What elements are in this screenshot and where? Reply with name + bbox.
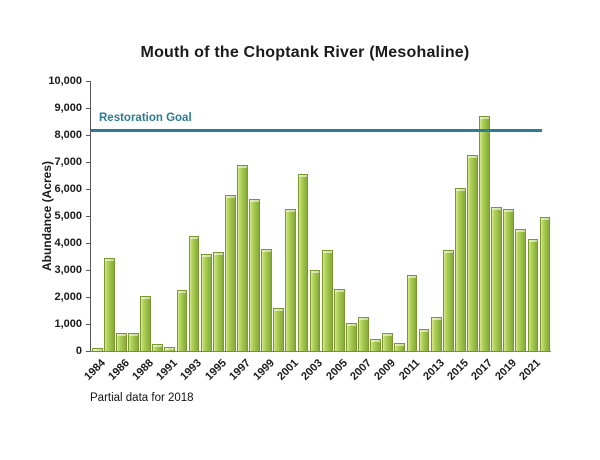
bar-2017 bbox=[479, 116, 490, 351]
x-tick-label-text: 2015 bbox=[444, 357, 471, 383]
bar-2003 bbox=[309, 270, 321, 351]
y-tick-label: 2,000 bbox=[54, 291, 82, 303]
restoration-goal-label: Restoration Goal bbox=[99, 112, 192, 124]
y-tick-mark bbox=[86, 162, 90, 163]
bar-1997 bbox=[237, 165, 248, 351]
y-tick-mark bbox=[86, 297, 90, 298]
y-tick-label: 8,000 bbox=[54, 129, 82, 141]
bar-2013 bbox=[430, 317, 442, 351]
x-tick-label-text: 1993 bbox=[178, 357, 205, 383]
y-tick-mark bbox=[86, 135, 90, 136]
y-tick-label: 7,000 bbox=[54, 156, 82, 168]
y-tick-mark bbox=[86, 189, 90, 190]
bar-1988 bbox=[140, 296, 152, 351]
bar-2009 bbox=[382, 333, 394, 351]
bar-2015 bbox=[454, 188, 466, 351]
bar-2022 bbox=[539, 217, 551, 351]
y-tick-label: 6,000 bbox=[54, 183, 82, 195]
bar-2018 bbox=[491, 207, 503, 351]
y-tick-mark bbox=[86, 108, 90, 109]
y-tick-label: 4,000 bbox=[54, 237, 82, 249]
bar-2000 bbox=[273, 308, 285, 351]
y-tick-label: 10,000 bbox=[48, 75, 82, 87]
partial-data-note: Partial data for 2018 bbox=[90, 392, 194, 404]
bar-1989 bbox=[152, 344, 164, 351]
bar-2020 bbox=[515, 229, 527, 351]
y-tick-label: 5,000 bbox=[54, 210, 82, 222]
bar-2021 bbox=[527, 239, 539, 351]
bar-1994 bbox=[200, 254, 212, 351]
y-tick-mark bbox=[86, 216, 90, 217]
y-tick-mark bbox=[86, 324, 90, 325]
x-tick-label-text: 2003 bbox=[299, 357, 326, 383]
x-tick-label-text: 2021 bbox=[517, 357, 544, 383]
y-tick-mark bbox=[86, 351, 90, 352]
bar-1984 bbox=[91, 348, 103, 351]
x-tick-label-text: 2007 bbox=[348, 357, 374, 383]
restoration-goal-line bbox=[91, 129, 542, 132]
bar-1998 bbox=[249, 199, 260, 351]
bar-2002 bbox=[297, 174, 309, 351]
bar-2008 bbox=[370, 339, 382, 351]
bar-2011 bbox=[406, 275, 418, 351]
x-tick-label-text: 1986 bbox=[105, 357, 132, 383]
y-tick-mark bbox=[86, 270, 90, 271]
bar-1996 bbox=[224, 195, 236, 351]
x-tick-label-text: 2001 bbox=[275, 357, 302, 383]
y-tick-label: 0 bbox=[75, 345, 82, 357]
x-tick-label-text: 1988 bbox=[130, 357, 156, 383]
y-tick-mark bbox=[86, 81, 90, 82]
x-tick-label-text: 2017 bbox=[469, 357, 495, 383]
bar-2006 bbox=[346, 323, 357, 351]
x-tick-label-text: 2009 bbox=[372, 357, 399, 383]
bar-1991 bbox=[164, 347, 176, 351]
x-tick-label-text: 1999 bbox=[251, 357, 278, 383]
bar-1993 bbox=[188, 236, 200, 351]
bar-2004 bbox=[321, 250, 333, 351]
bar-2016 bbox=[467, 155, 478, 351]
x-tick-label-text: 2011 bbox=[396, 357, 423, 383]
bar-2019 bbox=[503, 209, 515, 351]
x-tick-label-text: 1995 bbox=[202, 357, 229, 383]
bar-2014 bbox=[442, 250, 454, 351]
x-tick-label-text: 1997 bbox=[226, 357, 253, 383]
bar-1986 bbox=[116, 333, 127, 351]
bar-1995 bbox=[212, 252, 224, 351]
x-tick-label-text: 1984 bbox=[81, 357, 108, 383]
x-tick-label-text: 2005 bbox=[323, 357, 350, 383]
bar-2010 bbox=[394, 343, 406, 351]
x-tick-label-text: 2019 bbox=[493, 357, 520, 383]
x-tick-label-text: 1991 bbox=[154, 357, 181, 383]
chart-title: Mouth of the Choptank River (Mesohaline) bbox=[140, 44, 470, 61]
y-tick-label: 3,000 bbox=[54, 264, 82, 276]
bar-2005 bbox=[333, 289, 345, 351]
bar-2007 bbox=[358, 317, 369, 351]
bar-1999 bbox=[261, 249, 273, 351]
y-tick-label: 9,000 bbox=[54, 102, 82, 114]
x-tick-label-text: 2013 bbox=[420, 357, 447, 383]
plot-area: Restoration Goal bbox=[90, 81, 551, 352]
y-tick-mark bbox=[86, 243, 90, 244]
bar-1985 bbox=[103, 258, 115, 351]
bar-2001 bbox=[285, 209, 297, 351]
bar-2012 bbox=[418, 329, 430, 351]
bar-1992 bbox=[176, 290, 188, 351]
bar-1987 bbox=[128, 333, 139, 351]
y-tick-label: 1,000 bbox=[54, 318, 82, 330]
